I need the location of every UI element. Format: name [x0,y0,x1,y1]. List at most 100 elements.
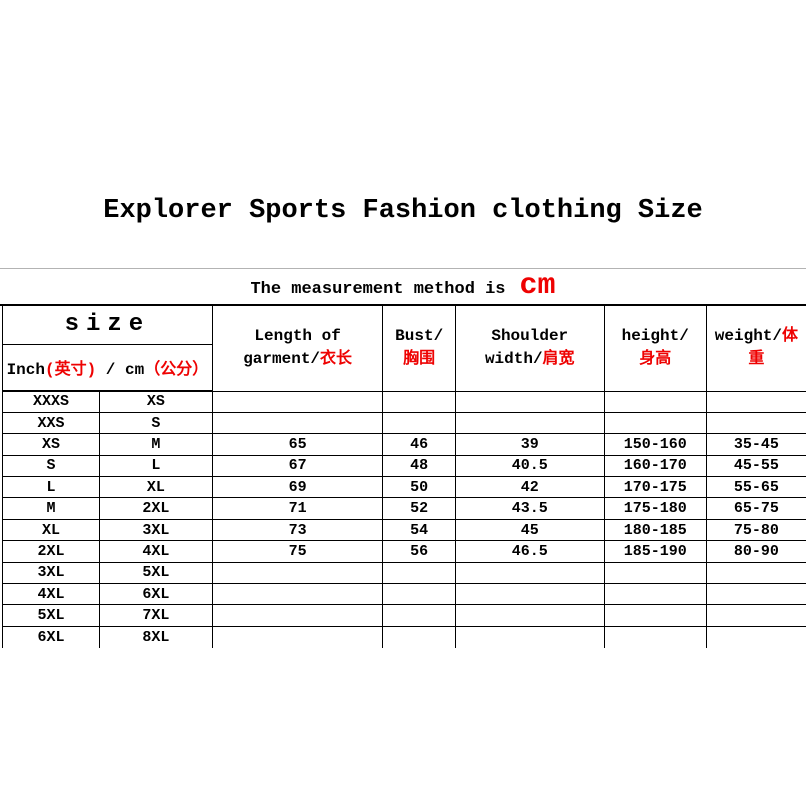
cell-shoulder [454,411,605,435]
table-row: XXS S [2,411,806,435]
cell-weight [705,583,806,606]
weight-header-zh2: 重 [748,350,765,369]
cell-size-inch: XL [2,518,100,542]
column-header-shoulder: Shoulder width/肩宽 [454,306,605,392]
cell-height: 185-190 [603,540,707,563]
cell-size-inch: 5XL [2,604,100,627]
cell-length: 65 [211,433,384,456]
length-header-en2: garment/ [243,350,321,369]
cell-weight: 75-80 [705,518,806,542]
cell-weight: 55-65 [705,476,806,499]
cell-size-cm: 2XL [98,497,213,520]
cell-height [603,604,707,627]
cell-size-inch: 6XL [2,625,100,648]
cell-height [603,411,707,435]
cell-size-inch: XS [2,433,100,456]
cell-bust: 52 [382,497,456,520]
cell-height: 170-175 [603,476,707,499]
table-row: XL 3XL 73 54 45 180-185 75-80 [2,518,806,542]
table-row: 6XL 8XL [2,625,806,648]
cell-length [211,604,384,627]
cell-shoulder [454,604,605,627]
cell-length [211,625,384,648]
cell-bust [382,411,456,435]
cell-shoulder: 39 [454,433,605,456]
cell-weight [705,561,806,585]
cell-bust [382,583,456,606]
measurement-unit: cm [519,269,556,303]
size-table-header: size Length of garment/衣长 Bust/ 胸围 Shoul… [2,306,806,392]
cell-size-cm: S [98,411,213,435]
height-header-zh2: 身高 [639,350,672,369]
cell-length [211,561,384,585]
cell-weight [705,390,806,413]
cell-bust: 48 [382,454,456,478]
cell-size-cm: 3XL [98,518,213,542]
cell-size-inch: 4XL [2,583,100,606]
cell-size-cm: 4XL [98,540,213,563]
cell-shoulder [454,561,605,585]
cell-length: 75 [211,540,384,563]
subheader-separator: / [96,361,126,380]
column-header-length: Length of garment/衣长 [211,306,384,392]
cell-length: 73 [211,518,384,542]
cm-zh-label: （公分） [144,361,209,380]
cell-size-cm: L [98,454,213,478]
table-row: S L 67 48 40.5 160-170 45-55 [2,454,806,478]
header-row-sub: Inch(英寸) / cm（公分） [2,343,806,392]
length-header-zh2: 衣长 [320,350,353,369]
cell-height: 175-180 [603,497,707,520]
inch-label: Inch [6,361,45,380]
cell-size-inch: 3XL [2,561,100,585]
cell-size-inch: XXS [2,411,100,435]
size-header-cell: size [2,306,213,345]
cell-bust [382,604,456,627]
cell-length [211,411,384,435]
table-row: 5XL 7XL [2,604,806,627]
cell-shoulder: 43.5 [454,497,605,520]
cell-height: 150-160 [603,433,707,456]
cell-shoulder: 46.5 [454,540,605,563]
cell-size-cm: 7XL [98,604,213,627]
cell-weight: 45-55 [705,454,806,478]
bust-header-zh2: 胸围 [403,350,436,369]
table-row: XXXS XS [2,390,806,413]
cm-label: cm [125,361,145,380]
cell-shoulder [454,583,605,606]
cell-weight: 35-45 [705,433,806,456]
weight-header-en1: weight/ [714,327,782,346]
cell-length: 71 [211,497,384,520]
cell-size-cm: XS [98,390,213,413]
shoulder-header-en1: Shoulder [491,327,569,346]
cell-height [603,625,707,648]
cell-shoulder: 45 [454,518,605,542]
weight-header-zh1: 体 [782,327,799,346]
cell-size-inch: 2XL [2,540,100,563]
shoulder-header-en2: width/ [484,350,543,369]
column-header-bust: Bust/ 胸围 [382,306,456,392]
table-row: XS M 65 46 39 150-160 35-45 [2,433,806,456]
measurement-note: The measurement method is cm [0,268,806,306]
header-row-top: size Length of garment/衣长 Bust/ 胸围 Shoul… [2,306,806,392]
cell-bust [382,625,456,648]
cell-length: 69 [211,476,384,499]
cell-shoulder: 40.5 [454,454,605,478]
cell-bust: 46 [382,433,456,456]
cell-bust [382,390,456,413]
cell-length [211,390,384,413]
cell-size-cm: M [98,433,213,456]
bust-header-en1: Bust/ [395,327,444,346]
cell-shoulder: 42 [454,476,605,499]
page-title: Explorer Sports Fashion clothing Size [103,196,703,226]
cell-size-inch: L [2,476,100,499]
cell-shoulder [454,625,605,648]
cell-bust: 56 [382,540,456,563]
cell-size-inch: XXXS [2,390,100,413]
size-chart-table: size Length of garment/衣长 Bust/ 胸围 Shoul… [2,306,806,648]
table-row: 2XL 4XL 75 56 46.5 185-190 80-90 [2,540,806,563]
table-row: 4XL 6XL [2,583,806,606]
cell-size-cm: 8XL [98,625,213,648]
cell-height: 180-185 [603,518,707,542]
table-row: 3XL 5XL [2,561,806,585]
